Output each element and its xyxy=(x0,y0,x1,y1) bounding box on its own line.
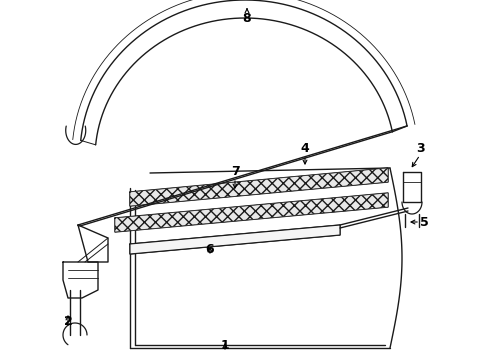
Polygon shape xyxy=(130,225,340,254)
Text: 8: 8 xyxy=(243,12,251,25)
Text: 2: 2 xyxy=(64,315,73,328)
Polygon shape xyxy=(130,168,388,206)
Polygon shape xyxy=(115,193,388,232)
Text: 5: 5 xyxy=(420,216,429,229)
Text: 1: 1 xyxy=(220,339,229,352)
Text: 6: 6 xyxy=(206,243,214,256)
Text: 4: 4 xyxy=(301,142,309,155)
Text: 7: 7 xyxy=(231,165,240,178)
Text: 3: 3 xyxy=(416,142,424,155)
